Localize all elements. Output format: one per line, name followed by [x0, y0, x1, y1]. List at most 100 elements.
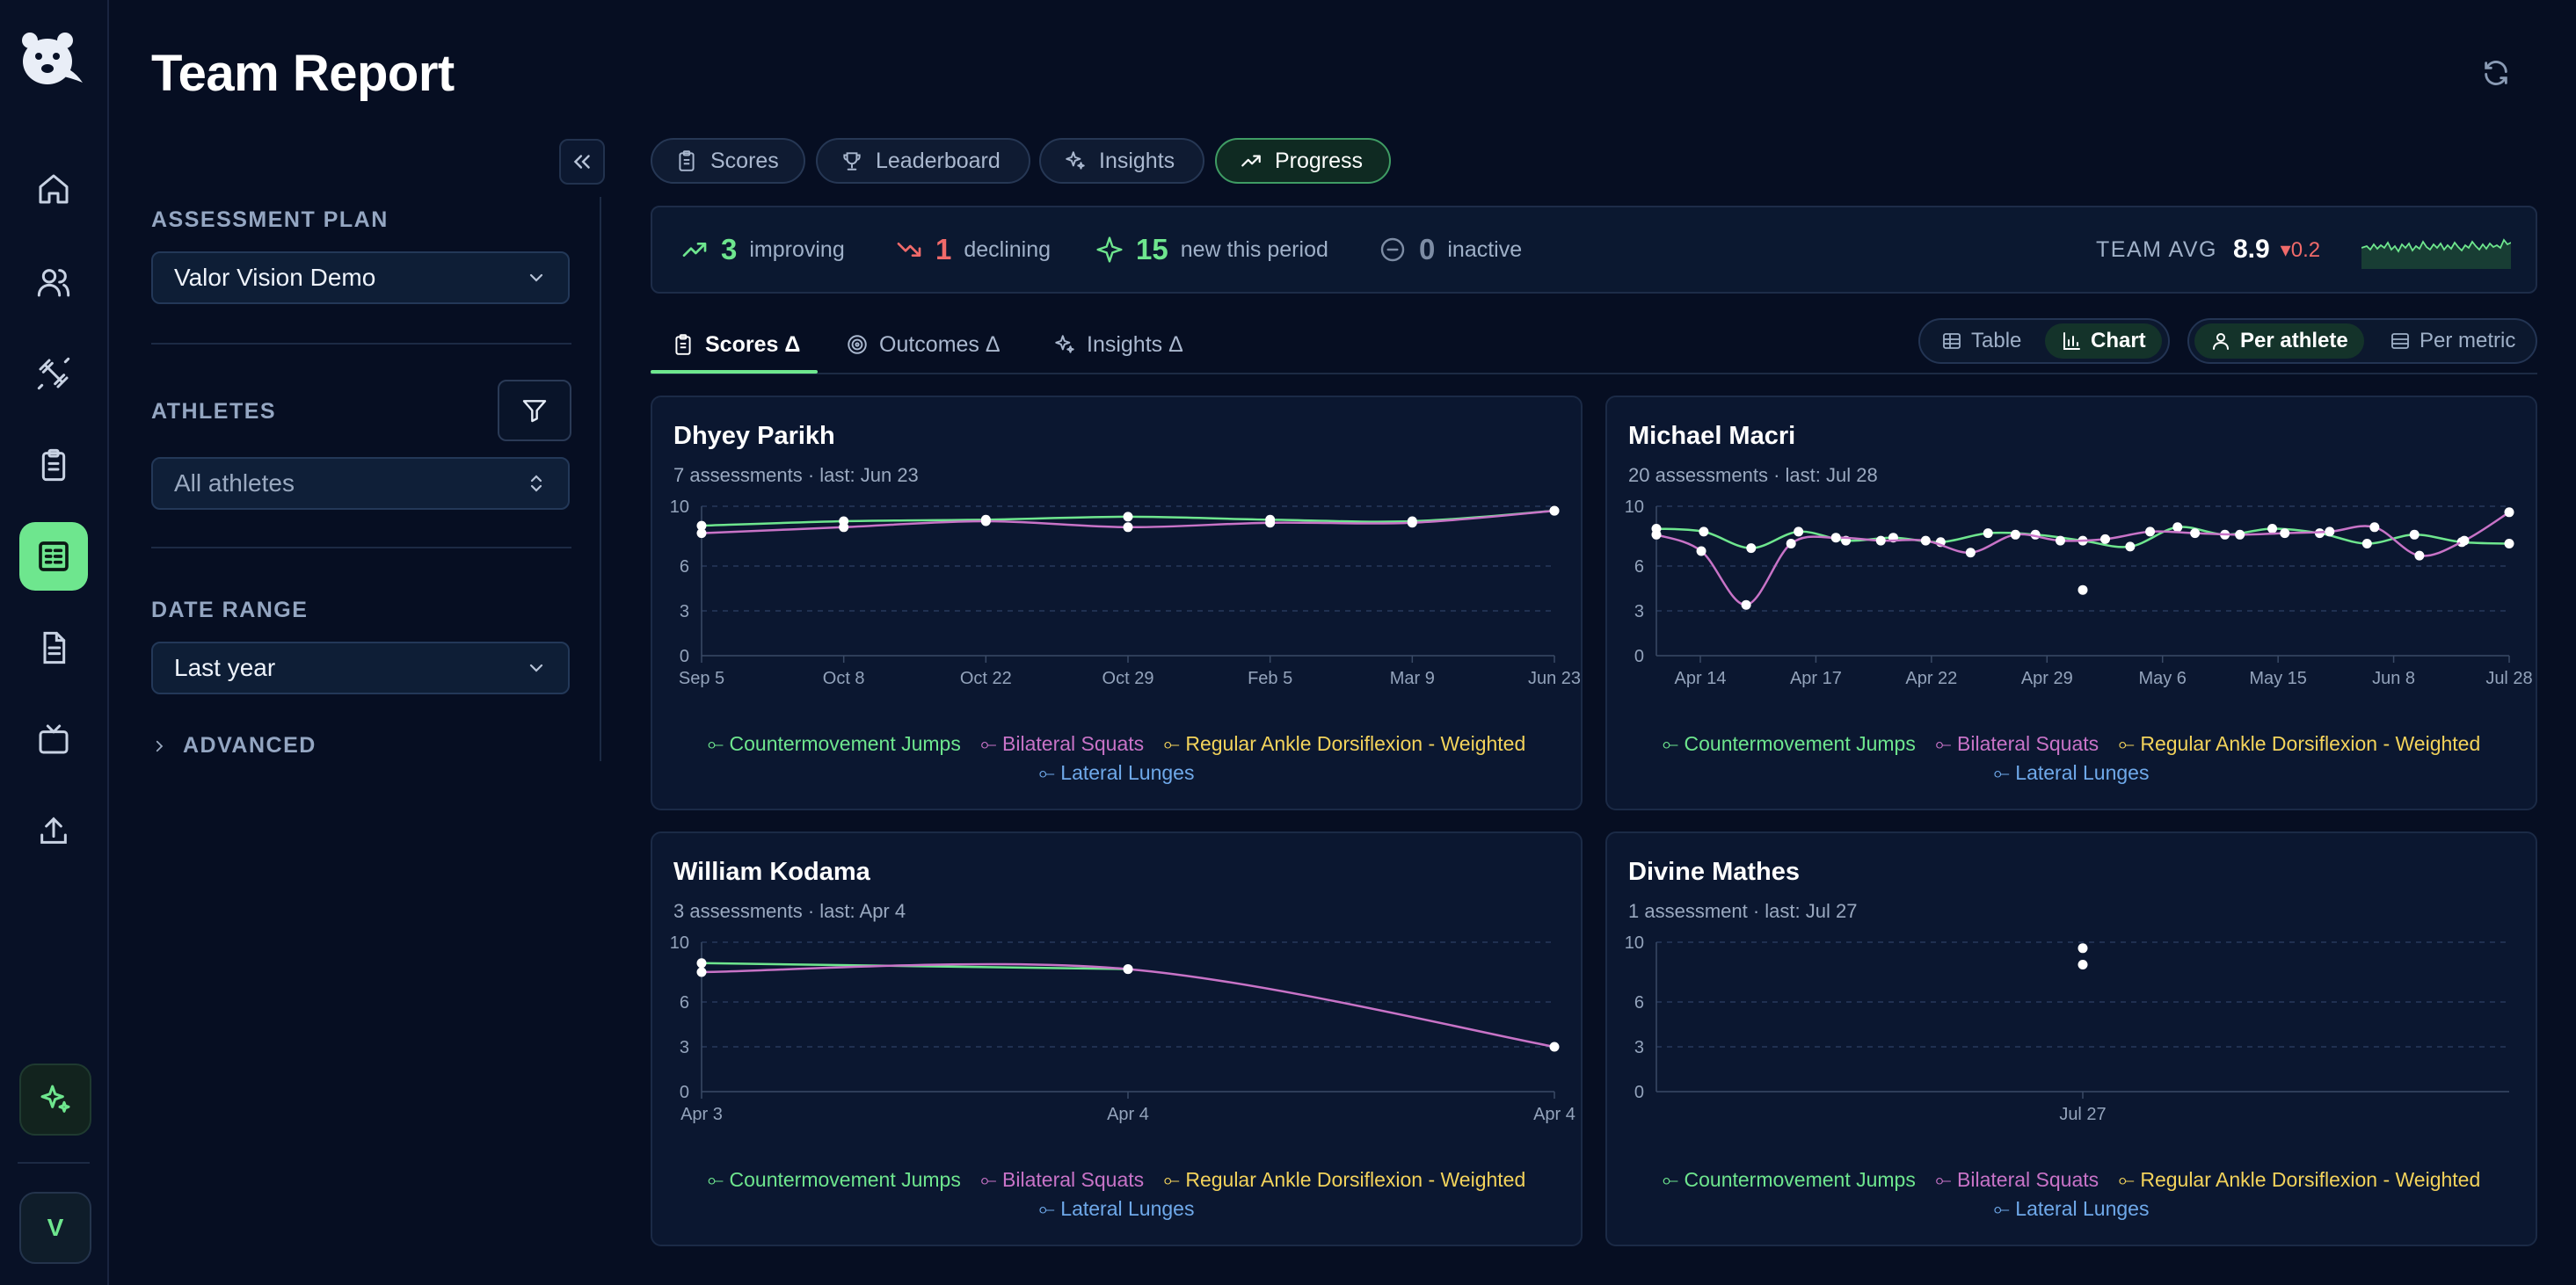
data-point[interactable]	[1407, 518, 1417, 528]
data-point[interactable]	[1123, 522, 1133, 533]
data-point[interactable]	[2369, 522, 2380, 533]
sparkle-ai-icon[interactable]	[19, 1064, 91, 1136]
data-point[interactable]	[1549, 505, 1560, 516]
advanced-label: ADVANCED	[183, 733, 317, 758]
advanced-toggle[interactable]: ADVANCED	[151, 733, 317, 759]
data-point[interactable]	[696, 967, 707, 977]
data-point[interactable]	[2325, 526, 2335, 537]
data-point[interactable]	[1699, 526, 1709, 537]
data-point[interactable]	[1123, 964, 1133, 975]
team-avg: TEAM AVG 8.9 ▾0.2	[2096, 207, 2320, 292]
tv-icon[interactable]	[19, 705, 88, 773]
data-point[interactable]	[1549, 1042, 1560, 1052]
data-point[interactable]	[2267, 524, 2278, 534]
subtab-outcomes-delta[interactable]: Outcomes Δ	[846, 316, 1001, 373]
upload-icon[interactable]	[19, 796, 88, 865]
per-metric-label: Per metric	[2420, 329, 2516, 352]
trending-up-icon	[682, 243, 707, 257]
legend-label: Bilateral Squats	[1957, 1168, 2099, 1191]
data-point[interactable]	[2190, 528, 2201, 539]
data-point[interactable]	[2409, 529, 2420, 540]
data-point[interactable]	[2010, 529, 2020, 540]
data-point[interactable]	[2145, 526, 2156, 537]
bar-chart-icon	[2063, 332, 2080, 350]
subtab-scores-delta[interactable]: Scores Δ	[672, 316, 800, 373]
page-title: Team Report	[151, 45, 455, 102]
avatar-initial: V	[47, 1214, 64, 1241]
data-point[interactable]	[1920, 535, 1931, 546]
data-point[interactable]	[2055, 535, 2065, 546]
data-point[interactable]	[1265, 518, 1276, 528]
document-icon[interactable]	[19, 613, 88, 682]
data-point[interactable]	[1875, 535, 1886, 546]
athlete-card: Dhyey Parikh 7 assessments · last: Jun 2…	[651, 396, 1583, 810]
subtab-scores-label: Scores Δ	[705, 331, 801, 357]
filter-button[interactable]	[498, 380, 571, 441]
data-point[interactable]	[696, 528, 707, 539]
data-point[interactable]	[839, 522, 849, 533]
data-point[interactable]	[2414, 550, 2425, 561]
tab-insights[interactable]: Insights	[1039, 138, 1204, 184]
per-athlete-button[interactable]: Per athlete	[2194, 323, 2364, 359]
data-point[interactable]	[2078, 584, 2088, 595]
data-point[interactable]	[1123, 512, 1133, 522]
tab-leaderboard[interactable]: Leaderboard	[816, 138, 1030, 184]
data-point[interactable]	[696, 958, 707, 969]
athlete-meta: 7 assessments · last: Jun 23	[673, 464, 919, 486]
data-point[interactable]	[1965, 548, 1976, 558]
tab-scores[interactable]: Scores	[651, 138, 805, 184]
data-point[interactable]	[2100, 534, 2111, 544]
legend-label: Bilateral Squats	[1957, 732, 2099, 755]
data-point[interactable]	[2361, 539, 2372, 548]
data-point[interactable]	[2504, 539, 2514, 548]
athletes-select[interactable]: All athletes	[151, 457, 570, 510]
user-avatar[interactable]: V	[19, 1192, 91, 1264]
inactive-count: 0	[1419, 233, 1436, 265]
chart-legend: ⟜ Countermovement Jumps ⟜ Bilateral Squa…	[1607, 730, 2536, 788]
data-point[interactable]	[1794, 526, 1804, 537]
data-point[interactable]	[1746, 543, 1757, 554]
view-table-button[interactable]: Table	[1925, 323, 2037, 359]
home-icon[interactable]	[19, 155, 88, 223]
data-point[interactable]	[2459, 535, 2470, 546]
data-point[interactable]	[2235, 529, 2245, 540]
assessment-plan-select[interactable]: Valor Vision Demo	[151, 251, 570, 304]
data-point[interactable]	[1830, 533, 1841, 543]
team-report-icon[interactable]	[19, 522, 88, 591]
clipboard-icon[interactable]	[19, 431, 88, 499]
chart-legend: ⟜ Countermovement Jumps ⟜ Bilateral Squa…	[652, 730, 1581, 788]
data-point[interactable]	[2172, 522, 2183, 533]
data-point[interactable]	[1786, 539, 1796, 548]
stat-declining: 1 declining	[895, 207, 1051, 292]
data-point[interactable]	[1696, 546, 1706, 556]
data-point[interactable]	[2125, 541, 2136, 552]
data-point[interactable]	[2504, 507, 2514, 518]
users-icon[interactable]	[19, 248, 88, 316]
data-point[interactable]	[1983, 528, 1993, 539]
data-point[interactable]	[1741, 599, 1751, 610]
date-range-select[interactable]: Last year	[151, 642, 570, 694]
x-tick-label: Apr 14	[1675, 669, 1727, 687]
collapse-panel-button[interactable]	[559, 139, 605, 185]
data-point[interactable]	[980, 516, 991, 526]
legend-label: Lateral Lunges	[2015, 1197, 2150, 1220]
trophy-icon	[843, 152, 861, 171]
tab-progress[interactable]: Progress	[1215, 138, 1391, 184]
x-tick-label: Oct 29	[1102, 669, 1154, 687]
chart-legend: ⟜ Countermovement Jumps ⟜ Bilateral Squa…	[652, 1165, 1581, 1223]
refresh-icon[interactable]	[2481, 58, 2511, 88]
dumbbell-icon[interactable]	[19, 339, 88, 408]
data-point[interactable]	[2078, 960, 2088, 969]
per-metric-button[interactable]: Per metric	[2374, 323, 2531, 359]
subtab-insights-delta[interactable]: Insights Δ	[1053, 316, 1183, 373]
data-point[interactable]	[2078, 943, 2088, 954]
x-tick-label: Jun 23	[1528, 669, 1581, 687]
view-chart-button[interactable]: Chart	[2045, 323, 2162, 359]
y-tick-label: 6	[1634, 993, 1644, 1013]
athlete-card: William Kodama 3 assessments · last: Apr…	[651, 831, 1583, 1246]
bear-logo-icon[interactable]	[18, 28, 88, 91]
data-point[interactable]	[696, 520, 707, 531]
data-point[interactable]	[1651, 529, 1662, 540]
data-point[interactable]	[2280, 528, 2290, 539]
trending-down-icon	[897, 243, 921, 257]
